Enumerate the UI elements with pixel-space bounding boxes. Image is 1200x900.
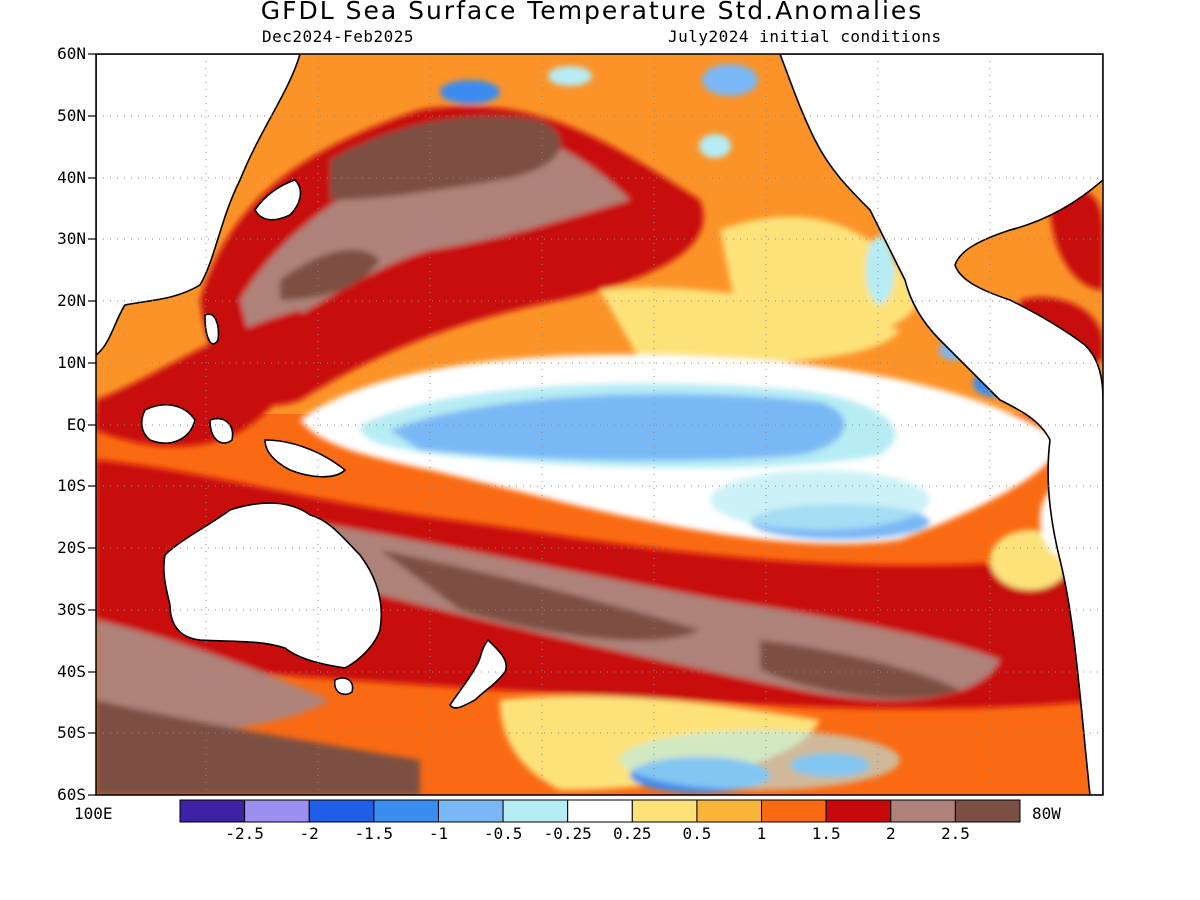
- colorbar-label: 2: [885, 824, 896, 843]
- colorbar-swatch-2: [244, 799, 310, 823]
- lat-label-30s: 30S: [57, 600, 86, 619]
- anomaly-field: [96, 54, 1103, 795]
- land: [96, 54, 1103, 795]
- lat-label-10s: 10S: [57, 476, 86, 495]
- colorbar-swatch-7: [567, 799, 633, 823]
- axis-ticks: [88, 53, 96, 796]
- colorbar-label: 1.5: [811, 824, 841, 843]
- lat-label-60n: 60N: [57, 44, 86, 63]
- colorbar-label: -2: [299, 824, 319, 843]
- forecast-period: Dec2024-Feb2025: [262, 27, 414, 46]
- colorbar-swatch-5: [437, 799, 504, 823]
- lat-label-10n: 10N: [57, 353, 86, 372]
- colorbar-swatch-11: [825, 799, 892, 823]
- initial-conditions: July2024 initial conditions: [668, 27, 942, 46]
- colorbar-label: 2.5: [940, 824, 970, 843]
- lat-label-eq: EQ: [66, 415, 86, 434]
- colorbar-label: -0.25: [543, 824, 592, 843]
- colorbar-swatch-10: [761, 799, 827, 823]
- lon-label-left: 100E: [74, 804, 113, 823]
- lat-label-20s: 20S: [57, 538, 86, 557]
- colorbar: [179, 799, 1021, 823]
- colorbar-label: -2.5: [225, 824, 264, 843]
- map-title: GFDL Sea Surface Temperature Std.Anomali…: [260, 0, 924, 25]
- colorbar-label: -1.5: [354, 824, 394, 843]
- lat-label-30n: 30N: [57, 229, 86, 248]
- colorbar-swatch-4: [373, 799, 439, 823]
- lat-label-40s: 40S: [57, 662, 86, 681]
- lat-label-50n: 50N: [57, 106, 86, 125]
- lat-label-40n: 40N: [57, 168, 86, 187]
- colorbar-label: 0.25: [613, 824, 652, 843]
- colorbar-label: 0.5: [682, 824, 712, 843]
- colorbar-swatch-3: [308, 799, 375, 823]
- colorbar-label: 1: [756, 824, 767, 843]
- colorbar-swatch-6: [502, 799, 569, 823]
- colorbar-label: -1: [428, 824, 449, 843]
- lon-label-right: 80W: [1032, 804, 1061, 823]
- colorbar-label: -0.5: [483, 824, 523, 843]
- colorbar-swatch-13: [954, 799, 1021, 823]
- colorbar-swatch-9: [696, 799, 763, 823]
- colorbar-swatch-12: [890, 799, 956, 823]
- colorbar-swatch-8: [631, 799, 698, 823]
- lat-label-60s: 60S: [57, 785, 86, 804]
- lat-label-20n: 20N: [57, 291, 86, 310]
- lat-label-50s: 50S: [57, 723, 86, 742]
- colorbar-swatch-1: [179, 799, 246, 823]
